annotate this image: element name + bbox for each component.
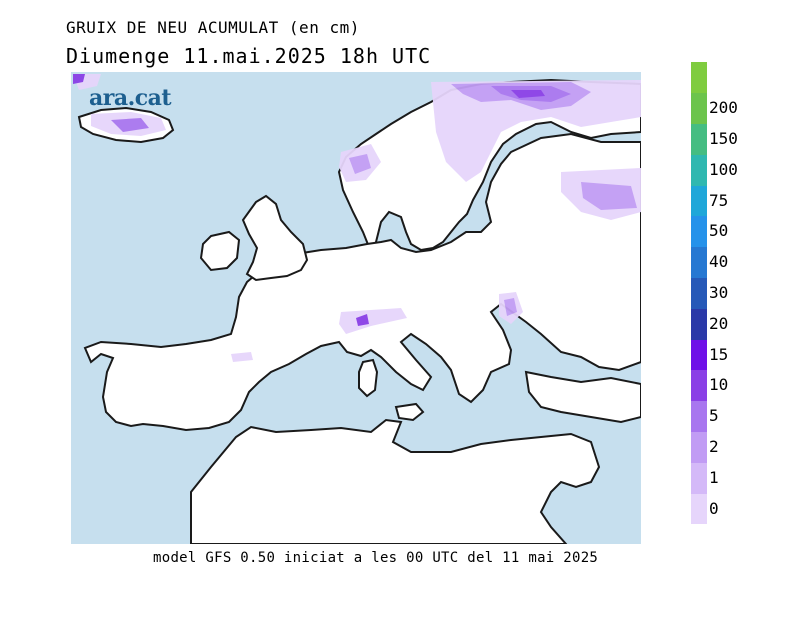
- colorbar-segment: [691, 62, 707, 94]
- colorbar-segment: [691, 339, 707, 371]
- map-canvas: [73, 74, 641, 544]
- colorbar-label: 5: [709, 406, 719, 426]
- colorbar-segment: [691, 123, 707, 155]
- land-sardinia: [358, 358, 379, 398]
- map-date-subtitle: Diumenge 11.mai.2025 18h UTC: [66, 44, 432, 68]
- land-scandinavia: [337, 78, 641, 255]
- colorbar-label: 75: [709, 190, 729, 210]
- colorbar-segment: [691, 154, 707, 186]
- land-ireland: [199, 230, 241, 272]
- snow-map: ara.cat: [71, 72, 641, 544]
- colorbar-label: 0: [709, 498, 719, 518]
- colorbar-segment: [691, 246, 707, 279]
- colorbar-segment: [691, 277, 707, 309]
- snow-colorbar: [691, 62, 707, 525]
- aracat-logo: ara.cat: [89, 85, 172, 111]
- land-great-britain: [241, 194, 309, 282]
- colorbar-segment: [691, 370, 707, 402]
- colorbar-label: 40: [709, 252, 729, 272]
- colorbar-segment: [691, 462, 707, 494]
- colorbar-segment: [691, 185, 707, 217]
- model-info-footer: model GFS 0.50 iniciat a les 00 UTC del …: [153, 550, 599, 566]
- colorbar-segment: [691, 92, 707, 125]
- colorbar-segment: [691, 431, 707, 463]
- colorbar-label: 50: [709, 221, 729, 241]
- land-anatolia: [524, 370, 641, 424]
- colorbar-label: 200: [709, 98, 738, 118]
- colorbar-label: 1: [709, 467, 719, 487]
- colorbar-label: 15: [709, 344, 729, 364]
- colorbar-label: 2: [709, 437, 719, 456]
- colorbar-segment: [691, 493, 707, 525]
- colorbar-segment: [691, 216, 707, 248]
- colorbar-label: 150: [709, 129, 738, 148]
- colorbar-segment: [691, 400, 707, 433]
- colorbar-label: 30: [709, 283, 729, 302]
- colorbar-label: 10: [709, 375, 729, 395]
- land-europe: [83, 132, 641, 432]
- colorbar-segment: [691, 308, 707, 340]
- land-sicily: [394, 402, 425, 422]
- snow-overlay: [73, 74, 641, 362]
- colorbar-label: 100: [709, 159, 738, 179]
- colorbar-label: 20: [709, 313, 729, 333]
- land-north-africa: [190, 418, 601, 544]
- map-title: GRUIX DE NEU ACUMULAT (en cm): [66, 18, 360, 37]
